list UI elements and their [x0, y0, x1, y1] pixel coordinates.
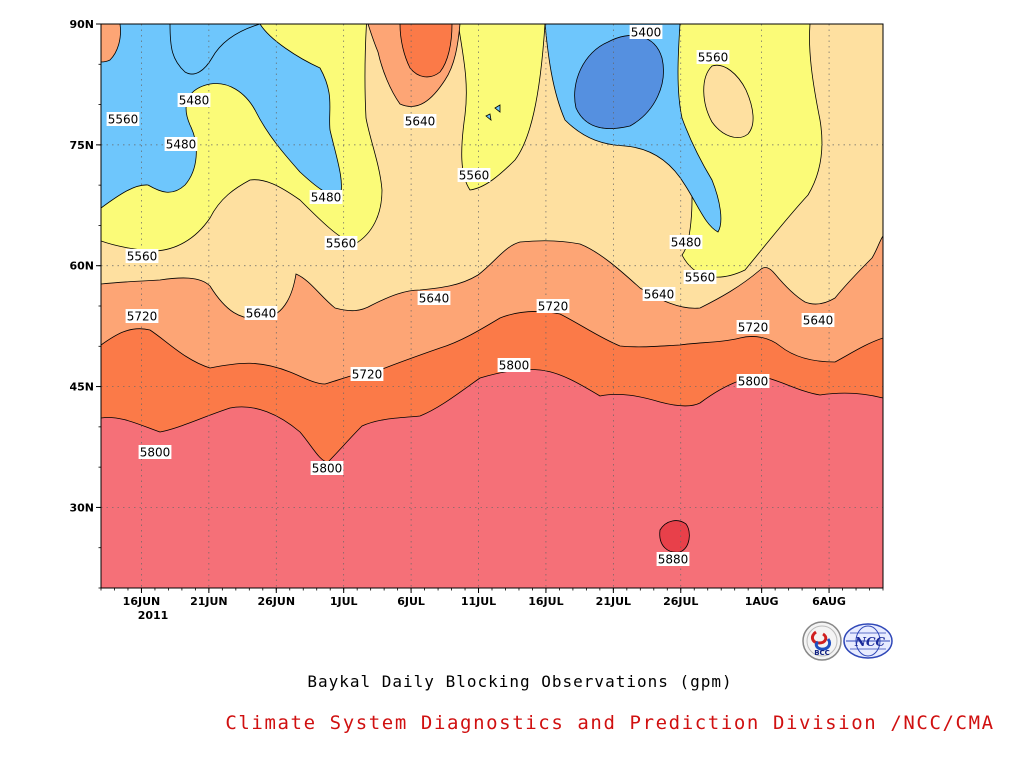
contour-label: 5560: [457, 168, 491, 183]
x-tick-label: 11JUL: [461, 595, 496, 608]
svg-text:5560: 5560: [326, 237, 357, 251]
svg-text:5400: 5400: [631, 26, 662, 40]
band-5400-5480-north: [169, 24, 261, 75]
y-tick-label: 60N: [69, 260, 94, 273]
y-tick-label: 90N: [69, 18, 94, 31]
contour-label: 5480: [177, 93, 211, 108]
contour-label: 5640: [417, 291, 451, 306]
y-tick-label: 30N: [69, 501, 94, 514]
bcc-logo: BCC: [802, 621, 842, 661]
contour-label: 5640: [642, 287, 676, 302]
x-axis: 16JUN 21JUN 26JUN 1JUL 6JUL 11JUL 16JUL 21JUL 26…: [100, 588, 884, 608]
contour-label: 5640: [244, 306, 278, 321]
band-below-5400: [574, 35, 664, 129]
contour-label: 5560: [106, 112, 140, 127]
svg-text:5480: 5480: [166, 138, 197, 152]
y-tick-label: 45N: [69, 381, 94, 394]
svg-text:5720: 5720: [127, 310, 158, 324]
svg-text:5720: 5720: [352, 368, 383, 382]
x-tick-label: 26JUL: [663, 595, 698, 608]
band-5640-5720-nw: [101, 24, 121, 63]
svg-text:5800: 5800: [499, 359, 530, 373]
x-tick-label: 21JUL: [596, 595, 631, 608]
svg-text:5640: 5640: [419, 292, 450, 306]
band-5720-5800-north: [399, 24, 453, 78]
contour-label: 5480: [309, 190, 343, 205]
svg-text:5720: 5720: [738, 321, 769, 335]
svg-text:5640: 5640: [405, 115, 436, 129]
contour-label: 5720: [736, 320, 770, 335]
x-tick-label: 16JUN: [123, 595, 161, 608]
band-5400-5480: [101, 24, 342, 209]
svg-text:5480: 5480: [671, 236, 702, 250]
svg-text:5800: 5800: [738, 375, 769, 389]
svg-text:5560: 5560: [698, 51, 729, 65]
ncc-logo: NCC: [843, 623, 893, 659]
contour-speck: [485, 113, 492, 121]
svg-text:BCC: BCC: [814, 649, 830, 657]
x-tick-label: 1JUL: [330, 595, 358, 608]
contour-label: 5800: [138, 445, 172, 460]
contour-speck: [494, 104, 501, 113]
svg-text:5480: 5480: [311, 191, 342, 205]
contour-label: 5640: [801, 313, 835, 328]
contour-label: 5560: [683, 270, 717, 285]
x-tick-label: 6JUL: [397, 595, 425, 608]
svg-text:5720: 5720: [538, 300, 569, 314]
x-tick-label: 1AUG: [745, 595, 779, 608]
contour-label: 5480: [164, 137, 198, 152]
contour-label: 5560: [125, 249, 159, 264]
x-tick-label: 6AUG: [812, 595, 846, 608]
svg-text:5560: 5560: [459, 169, 490, 183]
band-5560-5640-east: [703, 64, 754, 138]
svg-text:5640: 5640: [803, 314, 834, 328]
contour-label: 5560: [696, 50, 730, 65]
chart-title: Baykal Daily Blocking Observations (gpm): [307, 672, 733, 691]
x-tick-label: 21JUN: [190, 595, 228, 608]
contour-label: 5640: [403, 114, 437, 129]
contour-label: 5720: [536, 299, 570, 314]
svg-text:5560: 5560: [127, 250, 158, 264]
svg-text:5800: 5800: [312, 462, 343, 476]
svg-text:5480: 5480: [179, 94, 210, 108]
contour-label: 5560: [324, 236, 358, 251]
y-axis: 30N 45N 60N 75N 90N: [69, 18, 101, 589]
contour-label: 5480: [669, 235, 703, 250]
svg-text:5560: 5560: [108, 113, 139, 127]
contour-label: 5400: [629, 25, 663, 40]
contour-label: 5800: [310, 461, 344, 476]
contour-label: 5880: [656, 552, 690, 567]
svg-text:5640: 5640: [644, 288, 675, 302]
x-tick-label: 16JUL: [528, 595, 563, 608]
contour-label: 5720: [125, 309, 159, 324]
y-tick-label: 75N: [69, 139, 94, 152]
svg-text:5560: 5560: [685, 271, 716, 285]
contour-label: 5800: [736, 374, 770, 389]
x-tick-label: 26JUN: [258, 595, 296, 608]
svg-text:5800: 5800: [140, 446, 171, 460]
svg-text:5880: 5880: [658, 553, 689, 567]
chart-credit: Climate System Diagnostics and Predictio…: [225, 712, 995, 734]
contour-label: 5720: [350, 367, 384, 382]
contour-label: 5800: [497, 358, 531, 373]
svg-text:NCC: NCC: [854, 635, 886, 649]
x-axis-year-label: 2011: [138, 609, 169, 622]
svg-text:5640: 5640: [246, 307, 277, 321]
band-above-5880: [659, 520, 690, 553]
contour-labels: 5400 5480 5480 5480 5480 5560 5560 5560 5560 5560…: [106, 25, 835, 567]
